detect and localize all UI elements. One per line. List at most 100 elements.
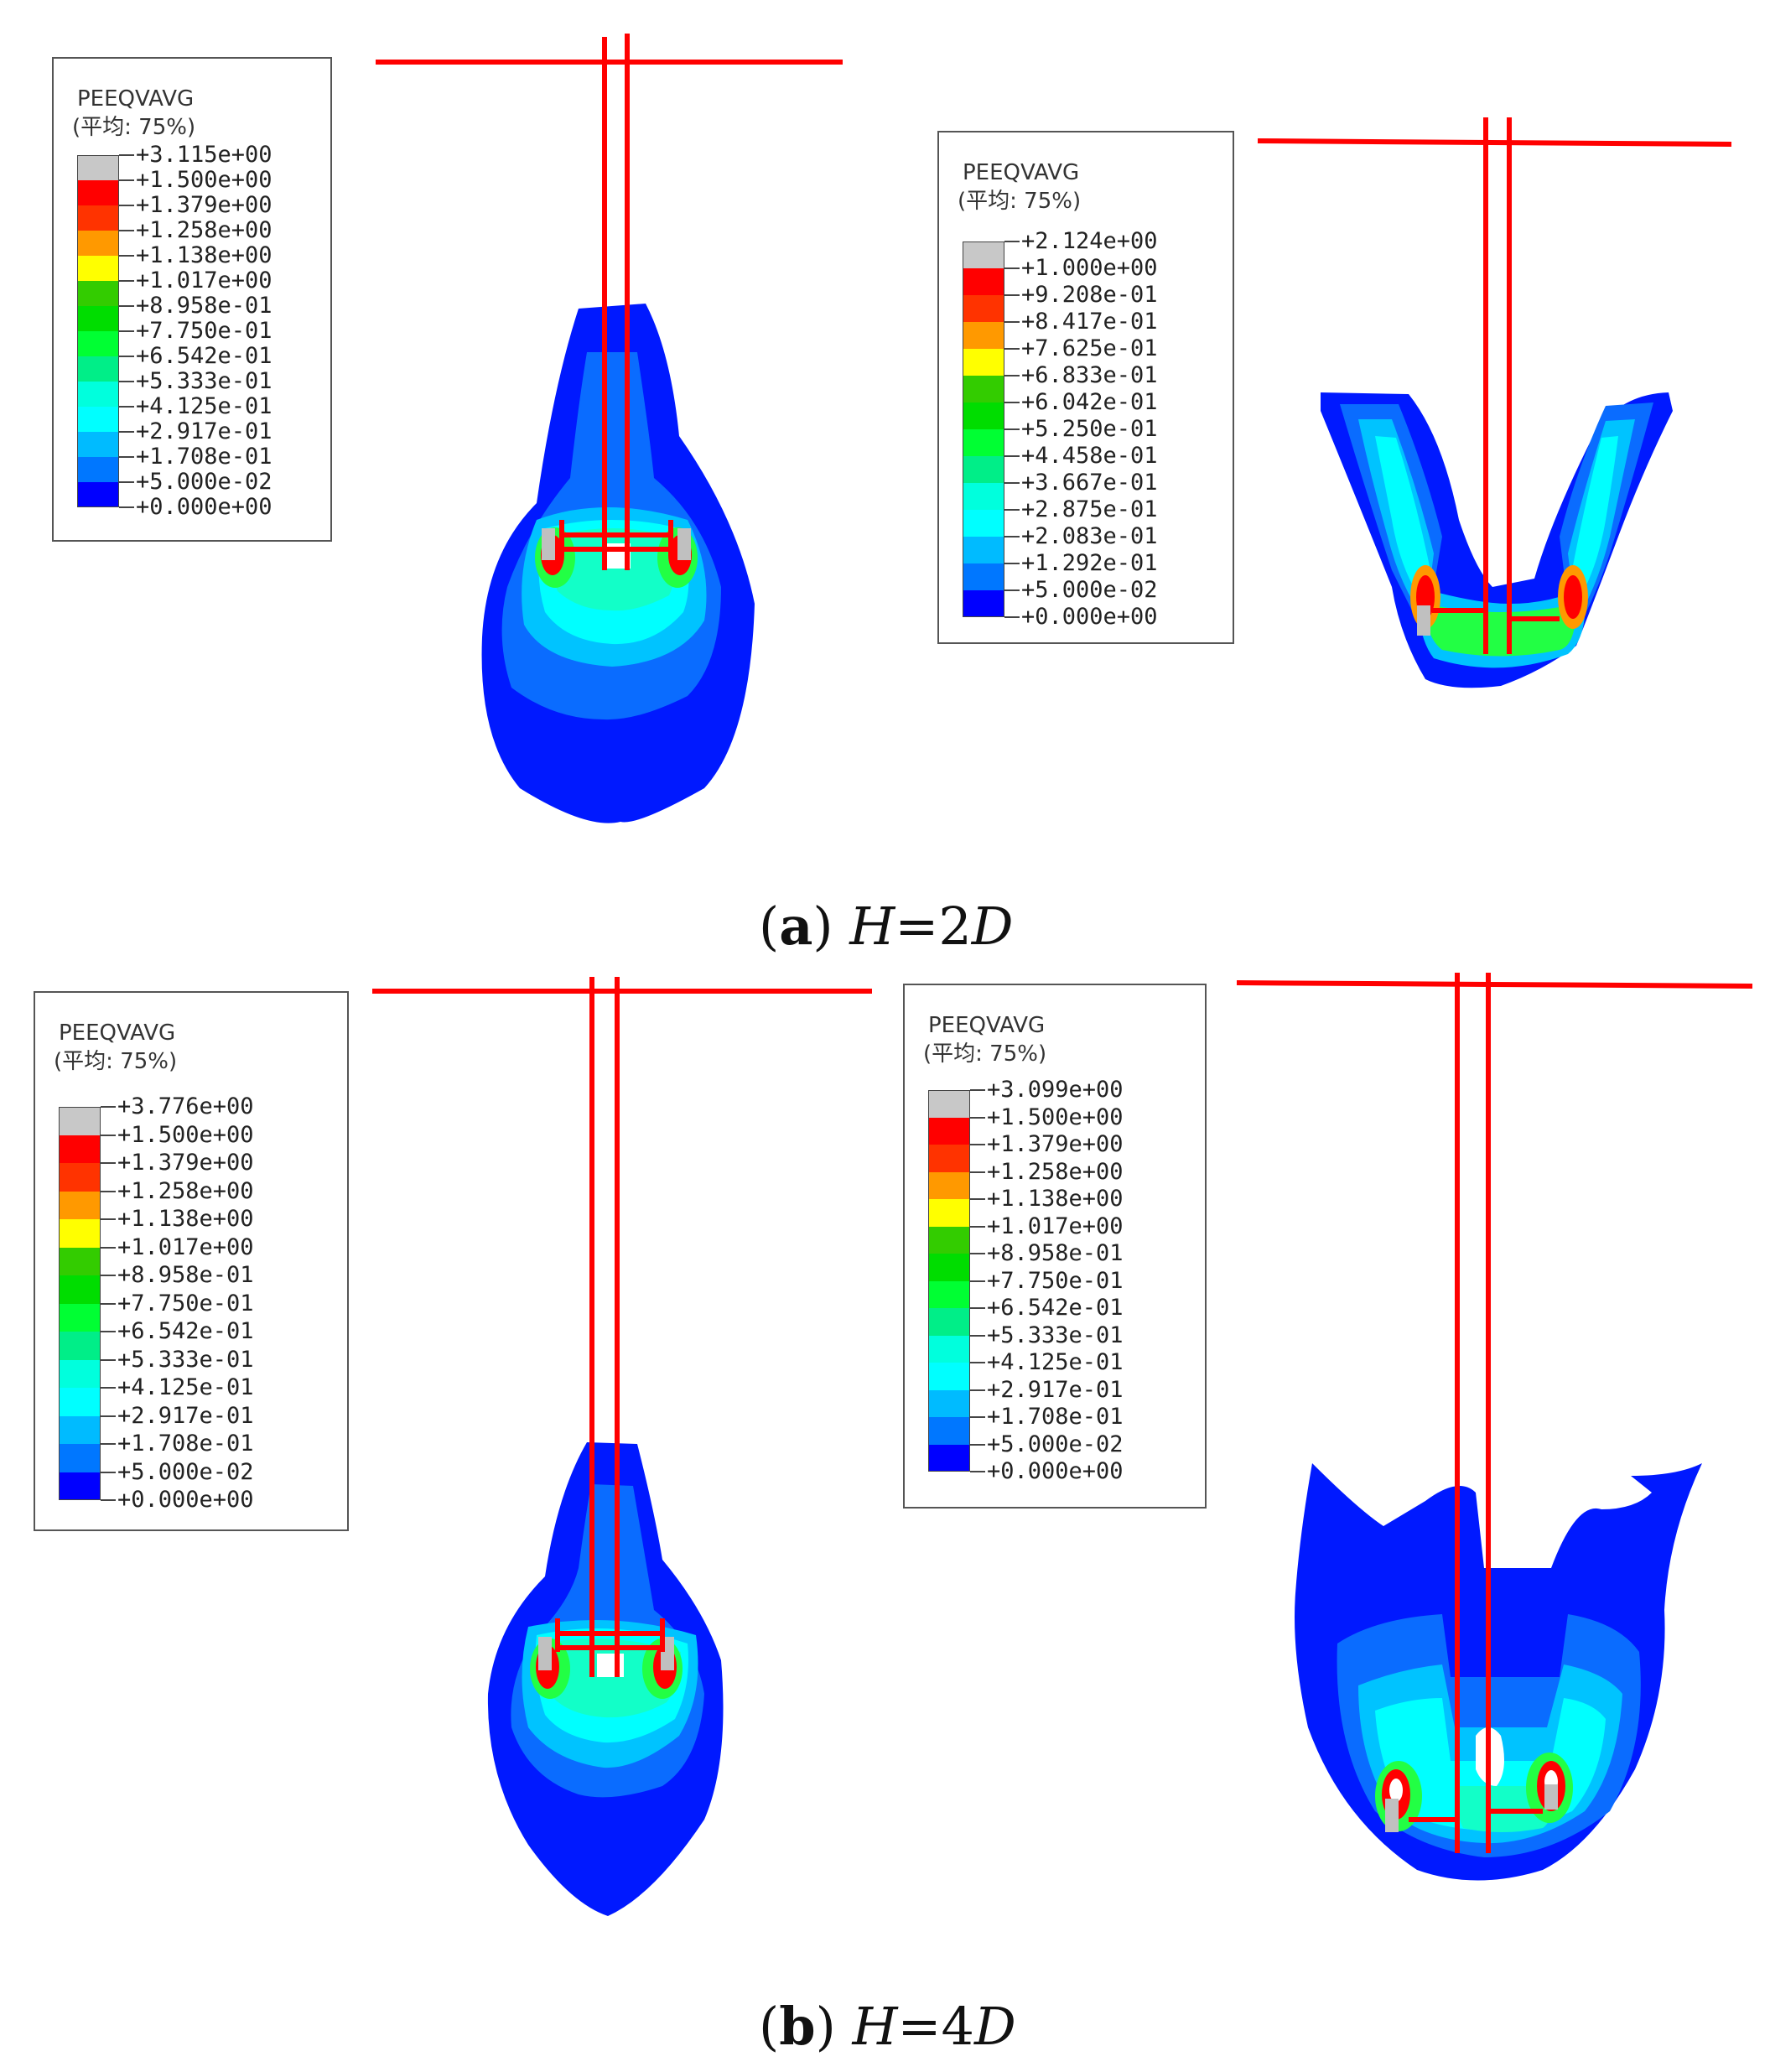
legend-swatch — [963, 402, 1004, 429]
legend-tick — [101, 1331, 116, 1332]
legend-value: +8.958e-01 — [117, 1262, 254, 1288]
legend-entry: +8.958e-01 — [77, 293, 345, 331]
legend-entry: +1.292e-01 — [963, 550, 1231, 590]
legend-tick — [1004, 294, 1020, 296]
legend-value: +4.458e-01 — [1021, 443, 1158, 469]
legend-tick — [119, 230, 134, 231]
legend-tick — [119, 305, 134, 307]
legend-value: +1.708e-01 — [987, 1404, 1124, 1430]
legend-tick — [101, 1415, 116, 1417]
legend-tick — [119, 481, 134, 483]
legend-value: +2.917e-01 — [117, 1402, 254, 1429]
legend-entry: +3.115e+00 — [77, 142, 345, 180]
legend-entry: +4.458e-01 — [963, 443, 1231, 483]
legend-tick — [101, 1106, 116, 1108]
legend-tick — [970, 1171, 985, 1173]
legend-value: +1.379e+00 — [136, 192, 273, 218]
legend-value: +5.333e-01 — [136, 368, 273, 394]
legend-swatch — [963, 376, 1004, 402]
legend-value: +1.708e-01 — [117, 1431, 254, 1457]
legend-swatch — [963, 590, 1004, 617]
legend-entry: +1.500e+00 — [77, 167, 345, 205]
legend-value: +2.875e-01 — [1021, 496, 1158, 522]
legend-swatch — [928, 1117, 970, 1145]
legend-swatch — [928, 1335, 970, 1363]
legend-value: +1.138e+00 — [987, 1186, 1124, 1212]
legend-swatch — [77, 356, 119, 382]
legend-subtitle: (平均: 75%) — [958, 189, 1082, 214]
legend-value: +1.138e+00 — [117, 1206, 254, 1232]
legend-tick — [101, 1134, 116, 1136]
legend-swatch — [928, 1254, 970, 1281]
legend-entry: +5.000e-02 — [928, 1431, 1196, 1472]
legend-swatch — [77, 407, 119, 432]
legend-swatch — [59, 1472, 101, 1500]
legend-tick — [1004, 348, 1020, 350]
legend-value: +9.208e-01 — [1021, 282, 1158, 308]
legend-tick — [101, 1499, 116, 1501]
caption-b-label: b — [779, 1996, 816, 2057]
caption-b-h: H — [852, 1996, 898, 2057]
legend-swatch — [59, 1247, 101, 1275]
caption-a-h: H — [849, 896, 895, 957]
legend-tick — [119, 330, 134, 332]
legend-swatch — [963, 268, 1004, 295]
legend-panel-b-left: PEEQVAVG (平均: 75%) +3.776e+00 +1.500e+00 +1.… — [34, 991, 349, 1531]
legend-swatch — [963, 349, 1004, 376]
legend-swatch — [59, 1359, 101, 1388]
legend-swatch — [77, 382, 119, 407]
legend-subtitle: (平均: 75%) — [72, 115, 196, 140]
contour-plot-a-left — [376, 34, 843, 823]
legend-swatch — [928, 1171, 970, 1199]
legend-swatch — [928, 1363, 970, 1390]
legend-entry: +1.017e+00 — [59, 1234, 327, 1275]
legend-tick — [119, 406, 134, 408]
legend-entry: +3.667e-01 — [963, 470, 1231, 510]
legend-entry: +0.000e+00 — [77, 494, 345, 532]
legend-swatch — [77, 482, 119, 507]
legend-entry: +8.958e-01 — [59, 1262, 327, 1304]
legend-swatch — [928, 1145, 970, 1172]
legend-entry: +7.625e-01 — [963, 335, 1231, 376]
legend-entry: +6.042e-01 — [963, 389, 1231, 429]
legend-entry: +1.379e+00 — [59, 1150, 327, 1192]
legend-tick — [970, 1389, 985, 1391]
legend-entry: +5.000e-02 — [77, 469, 345, 507]
legend-entry: +1.258e+00 — [77, 217, 345, 256]
legend-swatch — [77, 231, 119, 256]
legend-value: +5.000e-02 — [117, 1458, 254, 1485]
legend-swatch — [928, 1226, 970, 1254]
legend-value: +5.333e-01 — [987, 1322, 1124, 1348]
legend-title: PEEQVAVG — [928, 1013, 1046, 1038]
legend-value: +2.917e-01 — [136, 418, 273, 444]
legend-tick — [101, 1387, 116, 1389]
caption-a-eq: =2 — [895, 896, 972, 957]
legend-swatch — [77, 306, 119, 331]
legend-tick — [970, 1253, 985, 1254]
legend-swatch — [59, 1107, 101, 1135]
legend-entry: +7.750e-01 — [59, 1290, 327, 1332]
legend-value: +3.776e+00 — [117, 1093, 254, 1119]
legend-entry: +0.000e+00 — [963, 604, 1231, 642]
legend-tick — [101, 1358, 116, 1361]
legend-entry: +4.125e-01 — [928, 1349, 1196, 1390]
legend-tick — [1004, 321, 1020, 323]
legend-swatch — [59, 1163, 101, 1192]
legend-value: +6.042e-01 — [1021, 389, 1158, 415]
legend-entry: +2.875e-01 — [963, 496, 1231, 537]
legend-swatch — [77, 457, 119, 482]
legend-tick — [1004, 589, 1020, 591]
legend-value: +6.833e-01 — [1021, 362, 1158, 388]
legend-swatch — [77, 281, 119, 306]
caption-a: (a) H=2D — [759, 896, 1014, 957]
legend-title: PEEQVAVG — [963, 160, 1080, 185]
legend-value: +1.500e+00 — [117, 1121, 254, 1148]
legend-swatch — [77, 180, 119, 205]
legend-tick — [119, 154, 134, 156]
legend-entry: +1.500e+00 — [59, 1122, 327, 1163]
legend-tick — [1004, 482, 1020, 484]
legend-swatch — [77, 432, 119, 457]
legend-value: +2.917e-01 — [987, 1376, 1124, 1403]
legend-swatch — [928, 1444, 970, 1472]
legend-value: +4.125e-01 — [117, 1374, 254, 1400]
